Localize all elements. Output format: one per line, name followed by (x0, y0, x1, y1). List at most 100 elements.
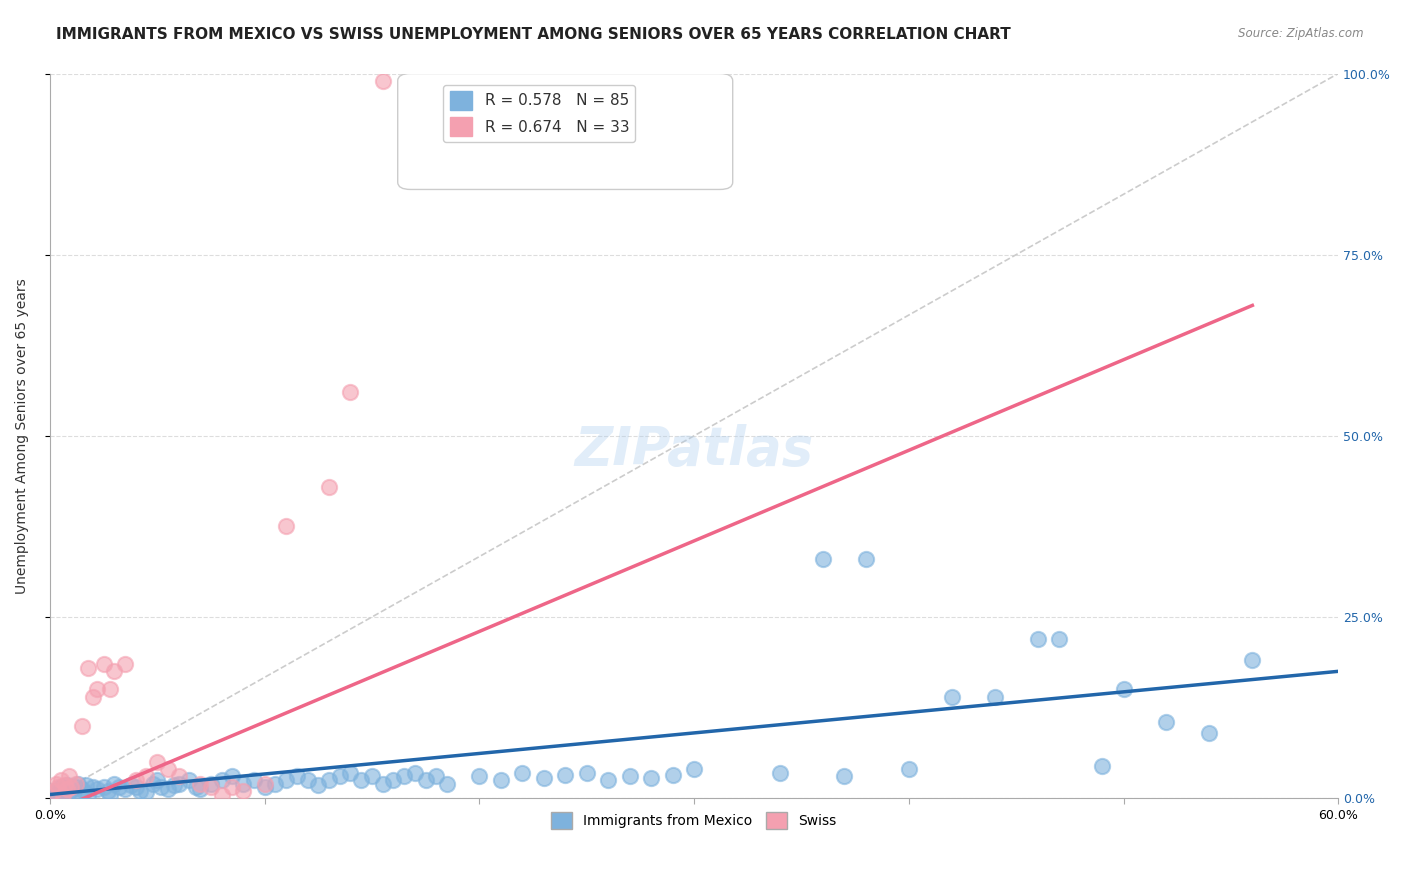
Point (146, 772, 169, 787)
Point (45, 777, 67, 791)
Point (1156, 714, 1178, 729)
Point (318, 772, 340, 787)
Point (211, 788, 233, 802)
Point (52, 788, 75, 802)
Point (60, 784, 83, 798)
Point (52, 788, 75, 802)
Point (163, 778, 186, 792)
Point (77, 661, 100, 675)
Point (1026, 632, 1049, 646)
Point (150, 780, 173, 795)
Point (1241, 653, 1264, 667)
Point (1198, 726, 1220, 740)
Point (98, 682, 121, 697)
Point (404, 765, 426, 780)
Point (200, 777, 222, 791)
Point (146, 755, 169, 769)
Point (221, 769, 243, 783)
Point (200, 780, 222, 795)
Legend: Immigrants from Mexico, Swiss: Immigrants from Mexico, Swiss (546, 806, 842, 835)
Text: Source: ZipAtlas.com: Source: ZipAtlas.com (1239, 27, 1364, 40)
Point (361, 769, 384, 783)
Text: ZIPatlas: ZIPatlas (575, 425, 814, 476)
Point (769, 765, 792, 780)
Point (48, 785, 70, 799)
Point (49, 780, 72, 795)
Point (468, 769, 491, 783)
Point (142, 777, 165, 791)
Point (70, 719, 93, 733)
Point (129, 784, 152, 798)
Point (135, 769, 157, 783)
Point (93, 780, 115, 795)
Point (575, 765, 598, 780)
Point (855, 552, 877, 566)
Point (167, 777, 190, 791)
Point (415, 772, 437, 787)
Point (598, 772, 620, 787)
Point (243, 772, 266, 787)
Point (221, 780, 243, 795)
Point (167, 769, 190, 783)
Point (53, 782, 76, 797)
Point (274, 519, 297, 533)
Point (56, 782, 79, 797)
Y-axis label: Unemployment Among Seniors over 65 years: Unemployment Among Seniors over 65 years (15, 278, 30, 594)
Point (264, 777, 287, 791)
Point (93, 657, 115, 671)
Point (834, 769, 856, 783)
Point (371, 777, 394, 791)
Point (42, 784, 65, 798)
Point (49, 772, 72, 787)
Point (42, 784, 65, 798)
Point (188, 777, 211, 791)
Point (232, 777, 254, 791)
Point (554, 768, 576, 782)
Point (425, 769, 447, 783)
Point (619, 769, 641, 783)
Point (371, 74, 394, 88)
Text: IMMIGRANTS FROM MEXICO VS SWISS UNEMPLOYMENT AMONG SENIORS OVER 65 YEARS CORRELA: IMMIGRANTS FROM MEXICO VS SWISS UNEMPLOY… (56, 27, 1011, 42)
Point (86, 782, 108, 797)
Point (98, 788, 121, 802)
Point (683, 762, 706, 776)
Point (285, 769, 308, 783)
Point (1091, 758, 1114, 772)
Point (125, 780, 148, 795)
Point (53, 778, 76, 792)
Point (60, 780, 83, 795)
Point (232, 784, 254, 798)
Point (983, 690, 1005, 704)
Point (58, 769, 80, 783)
Point (86, 682, 108, 697)
Point (941, 690, 963, 704)
Point (62, 788, 84, 802)
Point (640, 771, 662, 785)
Point (66, 777, 89, 791)
Point (533, 771, 555, 785)
FancyBboxPatch shape (398, 73, 733, 189)
Point (56, 778, 79, 792)
Point (329, 769, 352, 783)
Point (45, 788, 67, 802)
Point (58, 785, 80, 799)
Point (156, 782, 179, 797)
Point (114, 657, 136, 671)
Point (82, 690, 104, 704)
Point (661, 768, 683, 782)
Point (48, 780, 70, 795)
Point (120, 778, 142, 792)
Point (107, 780, 129, 795)
Point (339, 765, 361, 780)
Point (392, 769, 415, 783)
Point (274, 772, 297, 787)
Point (65, 777, 87, 791)
Point (103, 665, 125, 679)
Point (70, 782, 93, 797)
Point (1047, 632, 1070, 646)
Point (77, 788, 100, 802)
Point (73, 785, 96, 799)
Point (114, 782, 136, 797)
Point (897, 762, 920, 776)
Point (811, 552, 834, 566)
